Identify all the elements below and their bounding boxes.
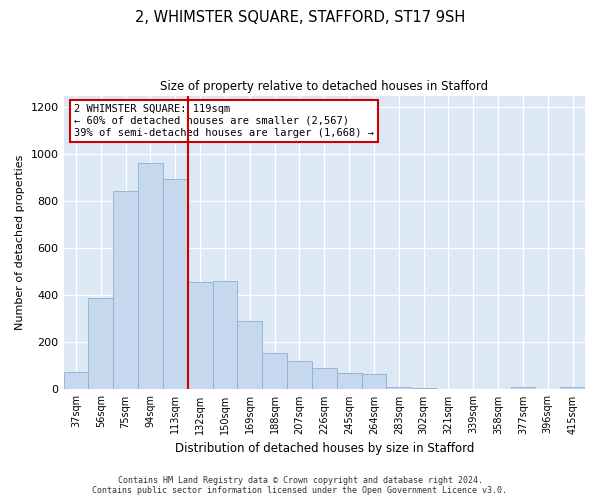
Bar: [64, 372, 88, 390]
Bar: [511, 387, 535, 390]
Bar: [411, 388, 436, 390]
Bar: [461, 388, 485, 390]
Bar: [88, 298, 113, 390]
Bar: [238, 322, 262, 390]
Bar: [188, 282, 212, 390]
Bar: [535, 388, 560, 390]
Bar: [113, 191, 138, 390]
Bar: [386, 387, 411, 390]
Bar: [212, 282, 238, 390]
Bar: [312, 368, 337, 390]
Y-axis label: Number of detached properties: Number of detached properties: [15, 155, 25, 330]
Bar: [560, 387, 585, 390]
X-axis label: Distribution of detached houses by size in Stafford: Distribution of detached houses by size …: [175, 442, 474, 455]
Bar: [436, 388, 461, 390]
Text: Contains HM Land Registry data © Crown copyright and database right 2024.
Contai: Contains HM Land Registry data © Crown c…: [92, 476, 508, 495]
Bar: [287, 361, 312, 390]
Text: 2 WHIMSTER SQUARE: 119sqm
← 60% of detached houses are smaller (2,567)
39% of se: 2 WHIMSTER SQUARE: 119sqm ← 60% of detac…: [74, 104, 374, 138]
Text: 2, WHIMSTER SQUARE, STAFFORD, ST17 9SH: 2, WHIMSTER SQUARE, STAFFORD, ST17 9SH: [135, 10, 465, 25]
Bar: [138, 162, 163, 390]
Bar: [163, 179, 188, 390]
Bar: [485, 388, 511, 390]
Bar: [362, 374, 386, 390]
Bar: [262, 353, 287, 390]
Title: Size of property relative to detached houses in Stafford: Size of property relative to detached ho…: [160, 80, 488, 93]
Bar: [337, 373, 362, 390]
